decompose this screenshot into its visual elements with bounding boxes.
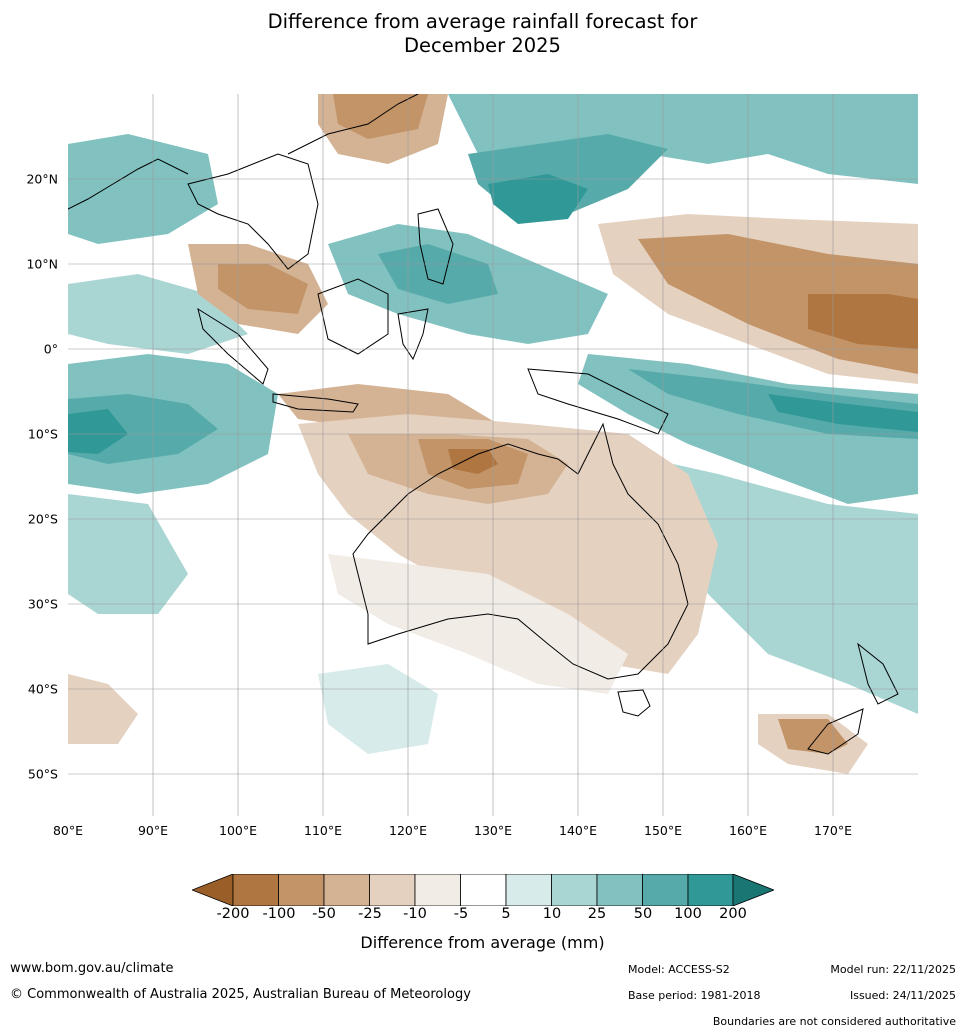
map-title-line-2: December 2025 — [404, 34, 561, 57]
base-period-text: Base period: 1981-2018 — [628, 989, 761, 1002]
dry-region-north-pacific-peak — [808, 294, 918, 349]
lon-label-120e: 120°E — [388, 823, 428, 838]
legend-tick-label: 25 — [587, 906, 607, 922]
lat-label-30s: 30°S — [27, 596, 58, 612]
colour-bar-band-5 — [414, 874, 461, 906]
legend-tick-label: 50 — [633, 906, 653, 922]
indochina-coastline — [187, 153, 319, 270]
legend-title: Difference from average (mm) — [360, 933, 605, 952]
issued-text: Issued: 24/11/2025 — [849, 989, 956, 1002]
colour-bar-band-4 — [369, 874, 416, 906]
legend-tick-label: -100 — [262, 906, 296, 922]
lon-label-140e: 140°E — [558, 823, 598, 838]
lon-label-170e: 170°E — [813, 823, 853, 838]
india-coastline — [68, 158, 189, 210]
model-run-text: Model run: 22/11/2025 — [830, 963, 956, 976]
colour-bar-extend-high — [732, 874, 774, 906]
new-zealand-north-island — [857, 642, 899, 705]
colour-bar-band-11 — [687, 874, 734, 906]
lon-label-90e: 90°E — [137, 823, 169, 838]
legend-tick-label: 200 — [719, 906, 747, 922]
disclaimer-text: Boundaries are not considered authoritat… — [712, 1015, 956, 1028]
south-china-coastline — [287, 94, 419, 155]
colour-bar — [192, 874, 774, 906]
wet-region-indian-ocean-peak — [68, 409, 128, 454]
model-text: Model: ACCESS-S2 — [628, 963, 730, 976]
colour-bar-extend-low — [192, 874, 234, 906]
lat-label-50s: 50°S — [27, 766, 58, 782]
legend-tick-label: -200 — [216, 906, 250, 922]
dry-region-tasman-core — [778, 719, 848, 754]
lon-label-110e: 110°E — [303, 823, 343, 838]
lon-label-80e: 80°E — [52, 823, 84, 838]
colour-bar-band-1 — [232, 874, 279, 906]
lat-label-20s: 20°S — [27, 511, 58, 527]
lat-label-10s: 10°S — [27, 426, 58, 442]
lon-label-160e: 160°E — [728, 823, 768, 838]
legend-tick-label: 10 — [542, 906, 562, 922]
lon-label-150e: 150°E — [643, 823, 683, 838]
colour-bar-band-7 — [505, 874, 552, 906]
gridlines — [68, 94, 918, 816]
wet-region-south-indian — [68, 494, 188, 614]
lon-label-100e: 100°E — [218, 823, 258, 838]
legend-tick-label: -50 — [312, 906, 336, 922]
colour-bar-band-6 — [460, 874, 507, 906]
dry-region-timor-peak — [448, 449, 498, 474]
java-coastline — [272, 393, 359, 413]
australia-coastline — [352, 422, 689, 680]
sulawesi-coastline — [397, 308, 429, 361]
legend-tick-label: -25 — [358, 906, 382, 922]
dry-region-southern-australia — [328, 554, 628, 694]
lon-label-130e: 130°E — [473, 823, 513, 838]
dry-region-south-china-core — [333, 94, 428, 139]
website-link[interactable]: www.bom.gov.au/climate — [10, 961, 174, 976]
dry-region-southeast-asia-core — [218, 264, 308, 314]
colour-bar-band-9 — [596, 874, 643, 906]
map-title-line-1: Difference from average rainfall forecas… — [267, 10, 698, 33]
new-zealand-south-island — [807, 708, 864, 755]
borneo-coastline — [317, 278, 389, 355]
map-title: Difference from average rainfall forecas… — [0, 10, 965, 58]
wet-region-coral-sea-peak — [768, 394, 918, 432]
wet-region-bay-of-bengal — [68, 134, 218, 244]
lat-label-0: 0° — [43, 341, 58, 357]
wet-region-philippine-sea-core — [488, 174, 588, 224]
lat-label-40s: 40°S — [27, 681, 58, 697]
colour-bar-band-10 — [642, 874, 689, 906]
legend-tick-label: 5 — [501, 906, 511, 922]
dry-region-southwest-indian — [68, 674, 138, 744]
wet-region-southern-ocean — [318, 664, 438, 754]
copyright-text: © Commonwealth of Australia 2025, Austra… — [10, 987, 471, 1002]
tasmania-coastline — [617, 689, 651, 717]
colour-bar-band-8 — [551, 874, 598, 906]
philippines-coastline — [417, 208, 454, 285]
lat-label-20n: 20°N — [26, 171, 58, 187]
rainfall-map-svg — [68, 94, 918, 816]
legend-tick-label: -10 — [403, 906, 427, 922]
legend-tick-label: 100 — [674, 906, 702, 922]
rainfall-map — [68, 94, 918, 816]
colour-bar-band-2 — [278, 874, 325, 906]
lat-label-10n: 10°N — [26, 256, 58, 272]
legend-tick-label: -5 — [453, 906, 469, 922]
colour-bar-band-3 — [323, 874, 370, 906]
